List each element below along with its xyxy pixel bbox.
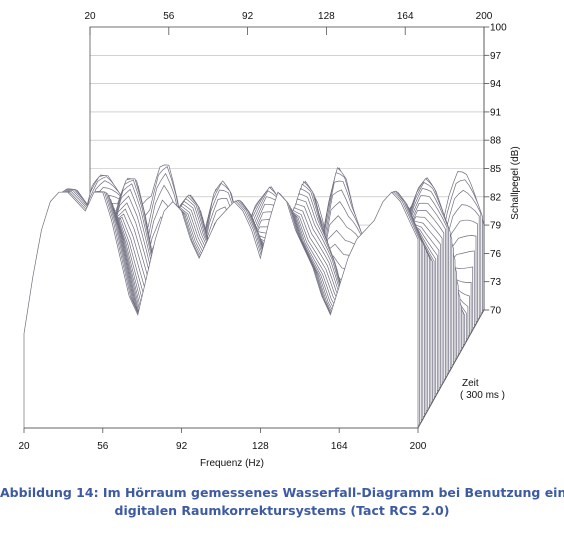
caption-line-2: digitalen Raumkorrektursystems (Tact RCS… (114, 503, 450, 518)
bottom-tick-label: 128 (252, 441, 269, 452)
level-tick-label: 85 (490, 164, 502, 175)
y-axis-label: Schallpegel (dB) (510, 146, 521, 219)
level-tick-label: 91 (490, 107, 502, 118)
bottom-tick-label: 200 (410, 441, 427, 452)
waterfall-slice (23, 191, 419, 429)
z-axis-label: Zeit (462, 378, 479, 389)
level-tick-label: 88 (490, 136, 502, 147)
caption-line-1: Abbildung 14: Im Hörraum gemessenes Wass… (0, 485, 564, 500)
waterfall-chart: 20 56 92 128 164 200 20 56 92 128 164 200 100 97 94 9… (18, 11, 521, 469)
top-tick-label: 164 (397, 11, 414, 22)
top-tick-label: 128 (318, 11, 335, 22)
level-tick-label: 94 (490, 79, 502, 90)
level-tick-label: 76 (490, 249, 502, 260)
x-axis-label: Frequenz (Hz) (200, 458, 264, 469)
level-tick-label: 100 (490, 23, 507, 34)
level-ticks: 100 97 94 91 88 85 82 79 76 73 70 (484, 23, 507, 317)
bottom-tick-label: 20 (18, 441, 30, 452)
top-tick-label: 200 (476, 11, 493, 22)
bottom-frequency-ticks: 20 56 92 128 164 200 (18, 428, 427, 452)
bottom-tick-label: 56 (97, 441, 109, 452)
bottom-tick-label: 92 (176, 441, 188, 452)
z-axis-range: ( 300 ms ) (460, 390, 505, 401)
top-frequency-ticks: 20 56 92 128 164 200 (84, 11, 492, 22)
level-tick-label: 82 (490, 192, 502, 203)
top-tick-label: 92 (242, 11, 254, 22)
bottom-tick-label: 164 (331, 441, 348, 452)
top-tick-label: 56 (163, 11, 175, 22)
figure-caption: Abbildung 14: Im Hörraum gemessenes Wass… (0, 484, 564, 520)
level-tick-label: 97 (490, 51, 502, 62)
level-tick-label: 79 (490, 221, 502, 232)
top-tick-label: 20 (84, 11, 96, 22)
level-tick-label: 73 (490, 277, 502, 288)
waterfall-slices (23, 164, 485, 429)
level-tick-label: 70 (490, 306, 502, 317)
